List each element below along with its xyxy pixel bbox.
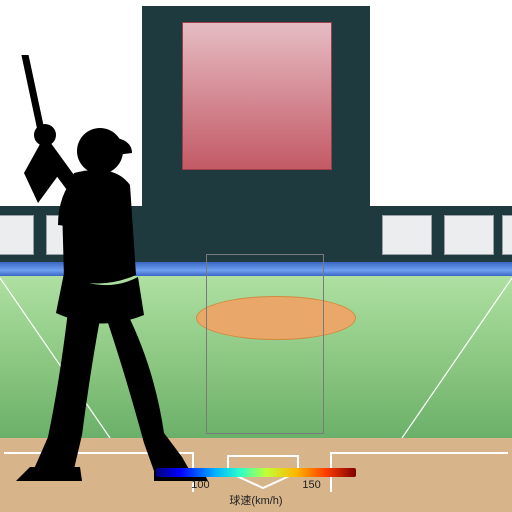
speed-tick-label: 150 — [302, 479, 320, 491]
batter-silhouette — [4, 55, 224, 500]
stand-window — [444, 215, 494, 255]
batters-box-line — [330, 452, 508, 454]
speed-ticks: 100 150 — [156, 479, 356, 493]
speed-legend: 100 150 球速(km/h) — [156, 468, 356, 508]
speed-axis-label: 球速(km/h) — [156, 492, 356, 508]
speed-tick-label: 100 — [191, 479, 209, 491]
speed-colorbar — [156, 468, 356, 477]
stand-window — [382, 215, 432, 255]
pitch-chart-stage: 100 150 球速(km/h) — [0, 0, 512, 512]
stand-window — [502, 215, 512, 255]
